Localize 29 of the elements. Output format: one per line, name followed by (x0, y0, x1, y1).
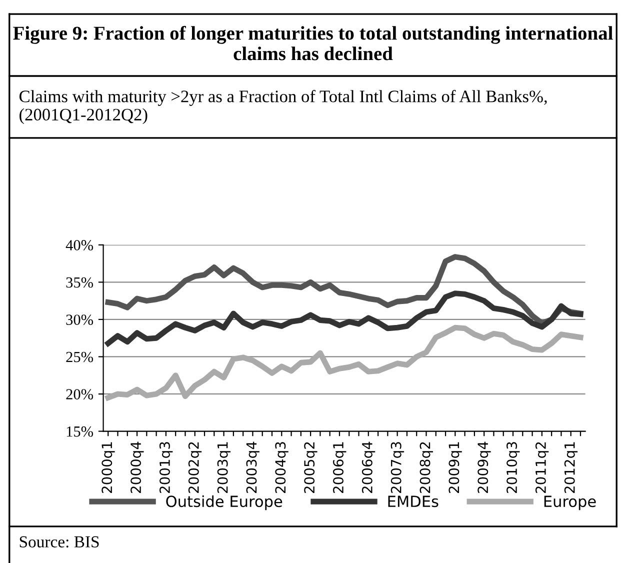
x-tick-label: 2012q1 (564, 442, 578, 493)
source-note: Source: BIS (20, 536, 99, 548)
y-tick-label: 35% (66, 277, 94, 288)
x-tick-label: 2009q4 (478, 442, 491, 493)
x-tick-label: 2004q3 (275, 442, 288, 493)
x-tick-label: 2002q2 (188, 442, 202, 493)
x-tick-label: 2010q3 (506, 442, 520, 493)
x-tick-label: 2000q4 (130, 442, 144, 493)
chart-subtitle: Claims with maturity >2yr as a Fraction of Total Intl Claims of All Banks%, (2001Q1-2012Q2) (19, 90, 547, 124)
x-tick-label: 2000q1 (102, 442, 115, 493)
x-tick-label: 2003q1 (217, 442, 231, 493)
x-tick-label: 2008q2 (420, 442, 433, 493)
legend-label: EMDEs (388, 496, 438, 508)
x-tick-label: 2007q3 (390, 442, 404, 493)
x-tick-label: 2003q4 (246, 442, 260, 493)
y-tick-label: 20% (66, 389, 94, 400)
y-tick-label: 40% (66, 240, 94, 250)
x-tick-label: 2006q1 (333, 442, 346, 493)
y-tick-label: 15% (66, 426, 94, 437)
x-tick-label: 2006q4 (362, 442, 376, 493)
x-tick-label: 2005q2 (304, 442, 318, 493)
x-tick-label: 2009q1 (448, 442, 462, 493)
x-tick-label: 2001q3 (159, 442, 173, 493)
x-tick-label: 2011q2 (535, 442, 549, 493)
legend-label: Europe (544, 496, 596, 510)
y-tick-label: 30% (66, 314, 94, 325)
y-tick-label: 25% (66, 352, 94, 362)
legend-label: Outside Europe (166, 495, 282, 510)
chart-title: Figure 9: Fraction of longer maturities to total outstanding international claims has declined (13, 26, 613, 60)
